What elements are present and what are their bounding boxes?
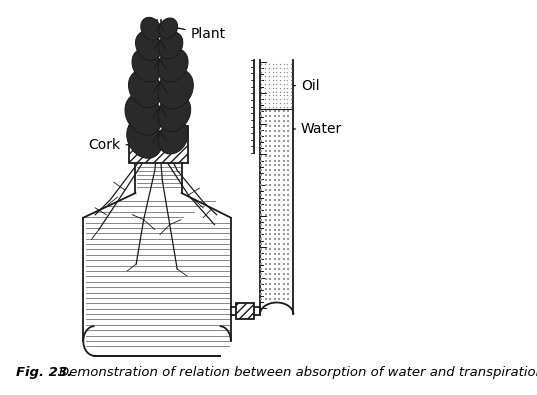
Text: Oil: Oil bbox=[293, 79, 320, 92]
Ellipse shape bbox=[158, 32, 183, 59]
Bar bbox=[129, 126, 187, 164]
Text: Water: Water bbox=[293, 122, 342, 136]
Text: Plant: Plant bbox=[163, 25, 226, 41]
Ellipse shape bbox=[128, 70, 162, 107]
Ellipse shape bbox=[125, 93, 162, 135]
Ellipse shape bbox=[132, 49, 162, 82]
Ellipse shape bbox=[158, 69, 193, 109]
Ellipse shape bbox=[141, 17, 161, 40]
Ellipse shape bbox=[158, 49, 188, 82]
Ellipse shape bbox=[127, 118, 162, 158]
Text: Fig. 23.: Fig. 23. bbox=[16, 367, 72, 380]
Text: Cork: Cork bbox=[89, 138, 130, 152]
Ellipse shape bbox=[135, 31, 162, 60]
Ellipse shape bbox=[158, 120, 188, 154]
Bar bbox=[236, 303, 255, 319]
Ellipse shape bbox=[159, 18, 178, 39]
Ellipse shape bbox=[158, 95, 191, 132]
Text: Demonstration of relation between absorption of water and transpiration.: Demonstration of relation between absorp… bbox=[59, 367, 537, 380]
